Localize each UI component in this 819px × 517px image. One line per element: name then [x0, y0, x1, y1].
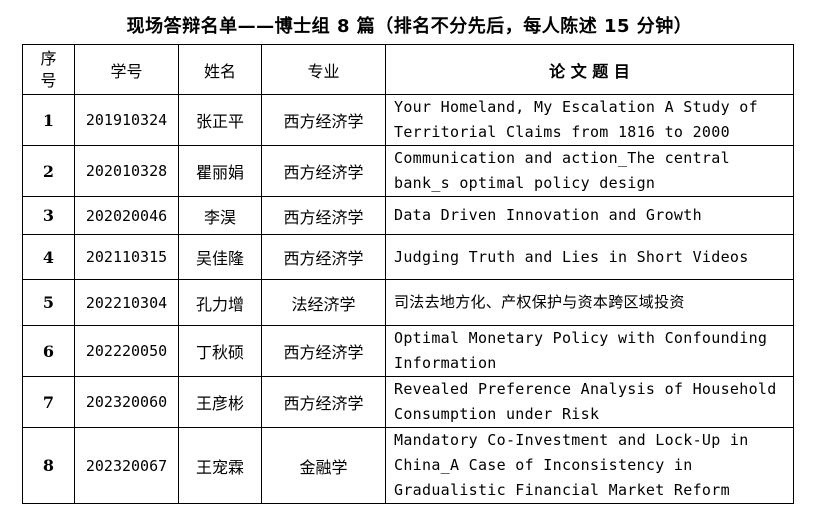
row-name: 张正平 [178, 94, 262, 146]
header-seq: 序号 [22, 44, 75, 95]
document-title: 现场答辩名单——博士组 8 篇（排名不分先后，每人陈述 15 分钟） [126, 16, 693, 37]
row-paper-title: Revealed Preference Analysis of Househol… [385, 376, 794, 428]
table-header-row: 序号 学号 姓名 专业 论 文 题 目 [22, 44, 794, 95]
header-major: 专业 [261, 44, 386, 95]
row-student-id: 202210304 [74, 279, 179, 326]
row-name: 李淏 [178, 196, 262, 235]
row-paper-title: Judging Truth and Lies in Short Videos [385, 234, 794, 280]
table-row: 1 201910324 张正平 西方经济学 Your Homeland, My Esca… [22, 94, 794, 146]
row-paper-title: Your Homeland, My Escalation A Study of … [385, 94, 794, 146]
table-row: 3 202020046 李淏 西方经济学 Data Driven Innovation … [22, 196, 794, 235]
header-student-id: 学号 [74, 44, 179, 95]
row-seq: 8 [22, 427, 75, 504]
row-major: 西方经济学 [261, 376, 386, 428]
table-row: 8 202320067 王宠霖 金融学 Mandatory Co-Investment … [22, 427, 794, 504]
row-name: 王彦彬 [178, 376, 262, 428]
row-student-id: 201910324 [74, 94, 179, 146]
header-paper-title: 论 文 题 目 [385, 44, 794, 95]
row-major: 西方经济学 [261, 234, 386, 280]
row-major: 西方经济学 [261, 94, 386, 146]
row-paper-title: Data Driven Innovation and Growth [385, 196, 794, 235]
row-student-id: 202220050 [74, 325, 179, 377]
row-student-id: 202320060 [74, 376, 179, 428]
row-paper-title: Communication and action_The central ban… [385, 145, 794, 197]
row-name: 丁秋硕 [178, 325, 262, 377]
row-seq: 1 [22, 94, 75, 146]
row-seq: 3 [22, 196, 75, 235]
row-major: 法经济学 [261, 279, 386, 326]
row-seq: 6 [22, 325, 75, 377]
row-major: 西方经济学 [261, 325, 386, 377]
defense-list-table: 序号 学号 姓名 专业 论 文 题 目 1 201910324 张正平 西方经济学 Yo… [22, 44, 794, 504]
row-name: 孔力增 [178, 279, 262, 326]
row-student-id: 202110315 [74, 234, 179, 280]
row-seq: 4 [22, 234, 75, 280]
row-seq: 2 [22, 145, 75, 197]
table-row: 7 202320060 王彦彬 西方经济学 Revealed Preference An… [22, 376, 794, 428]
header-name: 姓名 [178, 44, 262, 95]
row-paper-title: Mandatory Co-Investment and Lock-Up in C… [385, 427, 794, 504]
row-major: 金融学 [261, 427, 386, 504]
table-row: 5 202210304 孔力增 法经济学 司法去地方化、产权保护与资本跨区域投资 [22, 279, 794, 326]
table-row: 4 202110315 吴佳隆 西方经济学 Judging Truth and Lies… [22, 234, 794, 280]
row-name: 王宠霖 [178, 427, 262, 504]
row-major: 西方经济学 [261, 145, 386, 197]
row-paper-title: Optimal Monetary Policy with Confounding… [385, 325, 794, 377]
row-name: 瞿丽娟 [178, 145, 262, 197]
row-student-id: 202020046 [74, 196, 179, 235]
row-name: 吴佳隆 [178, 234, 262, 280]
table-row: 2 202010328 瞿丽娟 西方经济学 Communication and acti… [22, 145, 794, 197]
row-major: 西方经济学 [261, 196, 386, 235]
row-seq: 5 [22, 279, 75, 326]
row-student-id: 202010328 [74, 145, 179, 197]
table-row: 6 202220050 丁秋硕 西方经济学 Optimal Monetary Polic… [22, 325, 794, 377]
row-seq: 7 [22, 376, 75, 428]
row-student-id: 202320067 [74, 427, 179, 504]
row-paper-title: 司法去地方化、产权保护与资本跨区域投资 [385, 279, 794, 326]
